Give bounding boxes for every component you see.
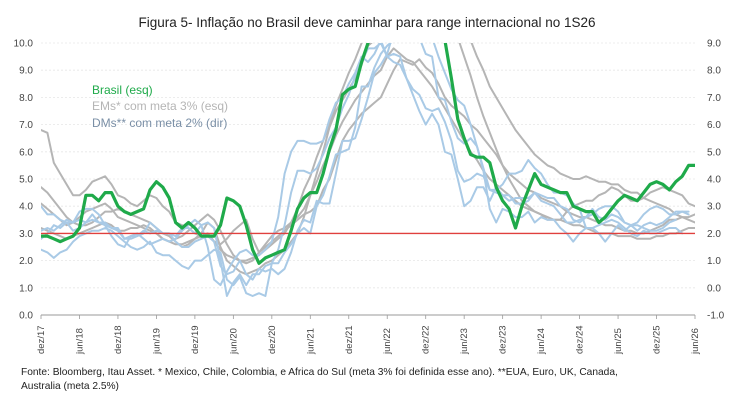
- x-tick-label: dez/25: [652, 325, 663, 354]
- left-tick-label: 9.0: [19, 66, 33, 77]
- x-tick-label: jun/25: [613, 328, 624, 355]
- series-line: [41, 43, 690, 281]
- legend-dms: DMs** com meta 2% (dir): [92, 116, 227, 130]
- right-tick-label: 0.0: [707, 283, 721, 294]
- x-tick-label: dez/20: [267, 325, 278, 354]
- x-tick-label: jun/22: [382, 328, 393, 355]
- inflation-chart: Figura 5- Inflação no Brasil deve caminh…: [14, 15, 725, 355]
- x-tick-label: jun/23: [459, 328, 470, 355]
- legend-brasil: Brasil (esq): [92, 83, 153, 97]
- x-tick-label: jun/20: [228, 328, 239, 355]
- right-tick-label: 2.0: [707, 229, 721, 240]
- x-tick-label: jun/26: [690, 328, 701, 355]
- x-tick-label: dez/23: [498, 325, 509, 354]
- series-line: [41, 58, 695, 254]
- chart-title: Figura 5- Inflação no Brasil deve caminh…: [138, 15, 595, 30]
- x-tick-label: jun/21: [305, 328, 316, 355]
- x-tick-label: jun/18: [74, 328, 85, 355]
- x-tick-label: dez/19: [190, 325, 201, 354]
- right-tick-label: 3.0: [707, 202, 721, 213]
- legend: Brasil (esq) EMs* com meta 3% (esq) DMs*…: [92, 83, 228, 130]
- left-axis-ticks: 0.0 1.0 2.0 3.0 4.0 5.0 6.0 7.0 8.0 9.0 10.0: [14, 39, 34, 322]
- x-tick-label: dez/21: [344, 325, 355, 354]
- series-layer: [41, 43, 695, 297]
- left-tick-label: 7.0: [19, 120, 33, 131]
- right-tick-label: 9.0: [707, 39, 721, 50]
- right-tick-label: 5.0: [707, 147, 721, 158]
- x-tick-label: dez/17: [36, 325, 47, 354]
- left-tick-label: 1.0: [19, 283, 33, 294]
- x-tick-label: jun/19: [151, 328, 162, 355]
- right-tick-label: 7.0: [707, 93, 721, 104]
- legend-ems: EMs* com meta 3% (esq): [92, 99, 228, 113]
- x-tick-label: dez/24: [575, 325, 586, 354]
- source-footnote: Fonte: Bloomberg, Itau Asset. * Mexico, …: [21, 366, 721, 394]
- left-tick-label: 2.0: [19, 256, 33, 267]
- x-tick-label: dez/22: [421, 325, 432, 354]
- footnote-line-2: Australia (meta 2.5%): [21, 381, 119, 392]
- left-tick-label: 8.0: [19, 93, 33, 104]
- footnote-line-1: Fonte: Bloomberg, Itau Asset. * Mexico, …: [21, 367, 618, 378]
- right-tick-label: 1.0: [707, 256, 721, 267]
- x-axis: dez/17 jun/18 dez/18 jun/19 dez/19 jun/20 dez/…: [36, 314, 701, 355]
- x-tick-label: dez/18: [113, 325, 124, 354]
- series-line: [41, 43, 684, 297]
- right-axis-ticks: -1.0 0.0 1.0 2.0 3.0 4.0 5.0 6.0 7.0 8.0 9.0: [707, 39, 725, 322]
- left-tick-label: 5.0: [19, 175, 33, 186]
- series-line: [41, 43, 677, 297]
- series-line: [41, 47, 695, 265]
- left-tick-label: 10.0: [14, 39, 34, 50]
- right-tick-label: 8.0: [707, 66, 721, 77]
- left-tick-label: 0.0: [19, 311, 33, 322]
- x-tick-label: jun/24: [536, 328, 547, 355]
- left-tick-label: 3.0: [19, 229, 33, 240]
- right-tick-label: 4.0: [707, 175, 721, 186]
- left-tick-label: 6.0: [19, 147, 33, 158]
- right-tick-label: -1.0: [707, 311, 725, 322]
- right-tick-label: 6.0: [707, 120, 721, 131]
- left-tick-label: 4.0: [19, 202, 33, 213]
- series-line: [41, 43, 695, 265]
